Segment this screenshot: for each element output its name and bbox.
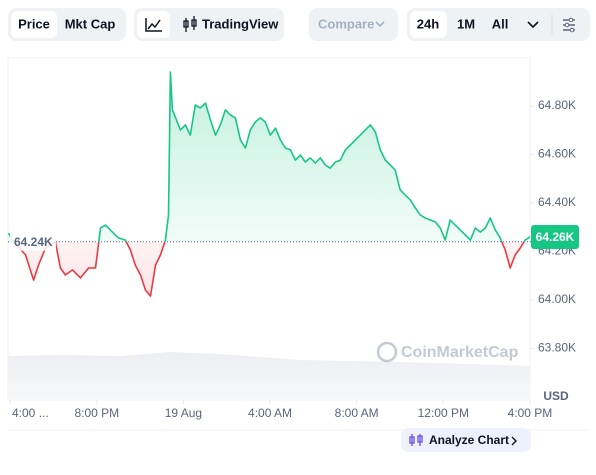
x-tick-label: 4:00 ...	[12, 406, 49, 420]
baseline-label: 64.24K	[14, 235, 53, 249]
price-area	[8, 72, 531, 297]
x-tick-label: 4:00 AM	[248, 406, 292, 420]
currency-label: USD	[543, 389, 569, 403]
last-price-label: 64.26K	[536, 230, 575, 244]
analyze-text[interactable]: Analyze Chart	[429, 433, 509, 447]
analyze-btn[interactable]	[401, 428, 531, 452]
line-icon	[145, 18, 162, 32]
candle-icon	[183, 16, 197, 32]
compare-btn[interactable]: Compare	[318, 16, 374, 31]
last-price-badge	[531, 224, 579, 249]
tab-selected[interactable]	[11, 11, 57, 38]
range-1m[interactable]: 1M	[457, 16, 475, 31]
x-tick-label: 8:00 AM	[335, 406, 379, 420]
x-tick-label: 19 Aug	[165, 406, 202, 420]
price-tab[interactable]: Price	[18, 16, 50, 31]
mktcap-tab[interactable]: Mkt Cap	[65, 16, 116, 31]
baseline-label-bg	[10, 232, 56, 251]
view-group	[134, 8, 284, 41]
plot: 63.80K64.00K64.20K64.40K64.60K64.80K4:00…	[7, 71, 579, 420]
range-group	[407, 8, 590, 41]
chevron	[375, 21, 385, 28]
settings-knob	[569, 27, 575, 33]
watermark-logo	[376, 341, 398, 363]
y-tick-label: 64.80K	[538, 98, 576, 112]
analyze-icon	[409, 434, 423, 446]
y-tick-label: 64.40K	[538, 195, 576, 209]
settings-knob	[564, 22, 570, 28]
volume-area	[8, 352, 530, 400]
range-all[interactable]: All	[492, 16, 509, 31]
watermark: CoinMarketCap	[376, 341, 519, 363]
x-tick-label: 4:00 PM	[508, 406, 553, 420]
y-tick-label: 63.80K	[538, 341, 576, 355]
y-tick-label: 64.60K	[538, 147, 576, 161]
tradingview-btn[interactable]: TradingView	[202, 16, 279, 31]
analyze-chevron	[511, 436, 517, 446]
watermark-text: CoinMarketCap	[401, 344, 519, 361]
settings-knob	[568, 17, 574, 23]
range-selected[interactable]	[410, 11, 447, 38]
compare-btn-bg[interactable]	[309, 8, 398, 41]
x-tick-label: 8:00 PM	[74, 406, 119, 420]
range-24h[interactable]: 24h	[417, 16, 439, 31]
x-tick-label: 12:00 PM	[418, 406, 469, 420]
y-tick-label: 64.00K	[538, 292, 576, 306]
range-dropdown[interactable]	[527, 21, 539, 29]
price-line	[7, 71, 531, 297]
